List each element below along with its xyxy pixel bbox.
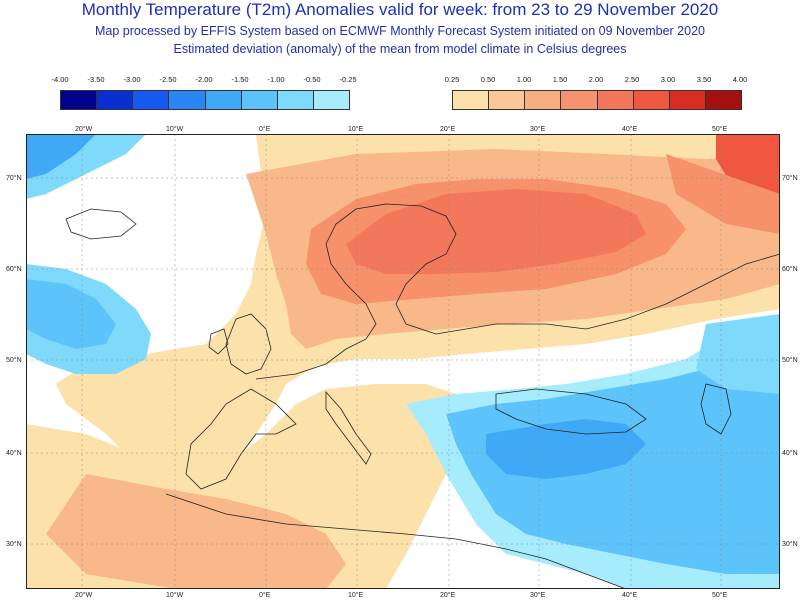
legend-tick-label: -3.50 (87, 75, 105, 84)
anomaly-zone-cold-greenland-core (26, 134, 96, 179)
map-subtitle-description: Estimated deviation (anomaly) of the mea… (173, 42, 627, 56)
legend-swatch (205, 91, 242, 109)
anomaly-zone-hot-core (346, 189, 646, 274)
anomaly-zone-warm-northeast (666, 154, 780, 234)
legend-swatch (705, 91, 741, 109)
lat-label-right: 70°N (782, 175, 798, 182)
lat-label-right: 40°N (782, 450, 798, 457)
lat-label-right: 50°N (782, 357, 798, 364)
legend-swatch (453, 91, 490, 109)
lon-label-bottom: 40°E (622, 592, 638, 599)
lon-label-top: 20°E (440, 126, 456, 133)
lon-label-top: 30°E (530, 126, 546, 133)
map-frame (26, 134, 780, 589)
legend-tick-label: -1.00 (267, 75, 285, 84)
graticule (26, 134, 780, 589)
legend-swatch (61, 91, 98, 109)
cold-legend-labels: -4.00 -3.50 -3.00 -2.50 -2.00 -1.50 -1.00 -0.50… (51, 75, 356, 87)
legend-swatch (489, 91, 526, 109)
warm-legend-labels: 0.25 0.50 1.00 1.50 2.00 2.50 3.00 3.50 4.00 (445, 75, 748, 87)
legend-tick-label: 0.50 (480, 75, 496, 84)
legend-tick-label: -4.00 (51, 75, 69, 84)
lat-label-left: 40°N (6, 450, 22, 457)
legend-tick-label: -2.50 (159, 75, 177, 84)
legend-tick-label: 3.50 (696, 75, 712, 84)
warm-legend-bar (452, 90, 742, 110)
lon-label-top: 40°E (622, 126, 638, 133)
anomaly-zone-medium-warm-africa (46, 474, 346, 589)
lon-label-bottom: 50°E (712, 592, 728, 599)
legend-swatch (241, 91, 278, 109)
legend-tick-label: 2.00 (588, 75, 604, 84)
coastlines (165, 203, 780, 589)
lat-label-left: 50°N (6, 357, 22, 364)
map-subtitle-source: Map processed by EFFIS System based on E… (95, 24, 705, 38)
lon-label-bottom: 20°E (440, 592, 456, 599)
legend-tick-label: 1.50 (552, 75, 568, 84)
lon-label-top: 10°E (348, 126, 364, 133)
lon-label-bottom: 20°W (75, 592, 93, 599)
lon-label-top: 10°W (166, 126, 184, 133)
lon-label-bottom: 10°E (348, 592, 364, 599)
lat-label-left: 60°N (6, 266, 22, 273)
legend-tick-label: 0.25 (444, 75, 460, 84)
legend-tick-label: 2.50 (624, 75, 640, 84)
lat-label-left: 70°N (6, 175, 22, 182)
legend-swatch (633, 91, 670, 109)
legend-swatch (561, 91, 598, 109)
lat-label-right: 30°N (782, 541, 798, 548)
legend-tick-label: 1.00 (516, 75, 532, 84)
legend-swatch (669, 91, 706, 109)
lat-label-left: 30°N (6, 541, 22, 548)
lon-label-bottom: 30°E (530, 592, 546, 599)
cold-legend-bar (60, 90, 350, 110)
legend-swatch (169, 91, 206, 109)
lat-label-right: 60°N (782, 266, 798, 273)
map-title: Monthly Temperature (T2m) Anomalies vali… (81, 0, 719, 19)
lon-label-bottom: 10°W (166, 592, 184, 599)
anomaly-zone-cold-balkans (446, 364, 780, 574)
legend-tick-label: -0.25 (339, 75, 357, 84)
legend-tick-label: 3.00 (660, 75, 676, 84)
legend-swatch (597, 91, 634, 109)
legend-tick-label: 4.00 (732, 75, 748, 84)
legend-swatch (313, 91, 349, 109)
legend-tick-label: -3.00 (123, 75, 141, 84)
lon-label-top: 20°W (75, 126, 93, 133)
legend-swatch (133, 91, 170, 109)
lon-label-top: 50°E (712, 126, 728, 133)
legend-tick-label: -2.00 (195, 75, 213, 84)
legend-tick-label: -0.50 (303, 75, 321, 84)
anomaly-zone-hot-northeast (716, 134, 780, 204)
anomaly-zone-strong-cold (486, 419, 646, 479)
legend-swatch (277, 91, 314, 109)
iceland-landmass (65, 208, 137, 240)
legend-swatch (97, 91, 134, 109)
anomaly-zone-cold-atlantic-core (26, 279, 116, 349)
anomaly-zone-cold-east-middle (696, 314, 780, 394)
map-canvas (26, 134, 780, 589)
lon-label-top: 0°E (259, 126, 271, 133)
legend-swatch (525, 91, 562, 109)
lon-label-bottom: 0°E (259, 592, 271, 599)
anomaly-map (26, 134, 780, 589)
legend-tick-label: -1.50 (231, 75, 249, 84)
